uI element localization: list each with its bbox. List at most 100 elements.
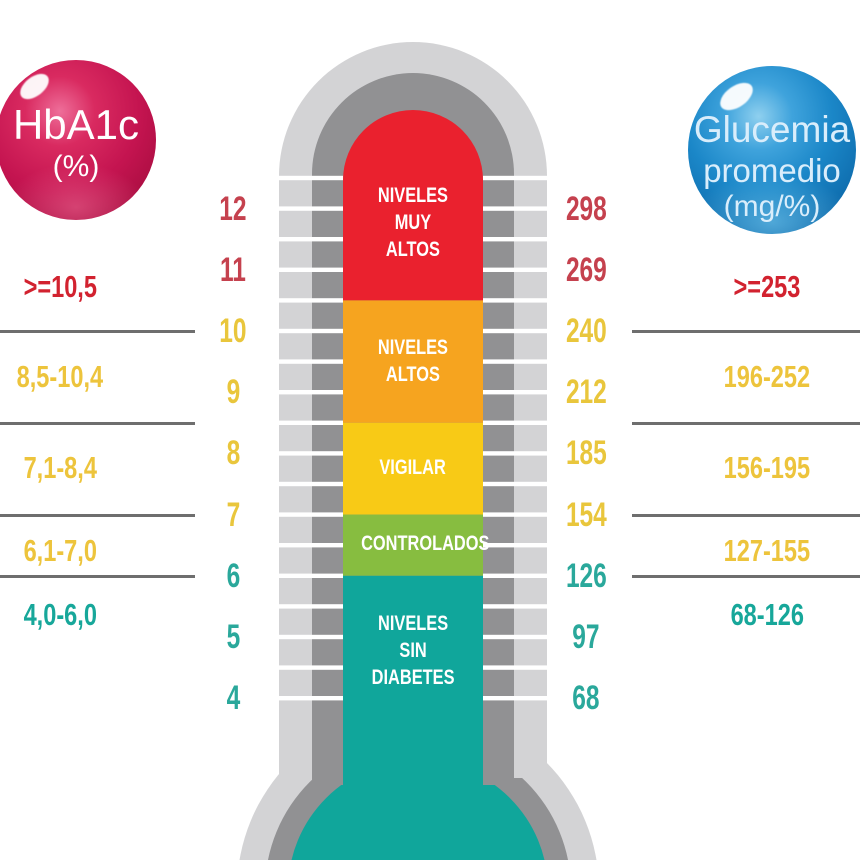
tick-mark [483,451,547,456]
hba1c-scale-value: 8 [193,434,273,472]
glucose-scale-value: 185 [546,434,626,472]
tick-mark [279,206,343,211]
tick-mark [279,604,343,609]
tick-mark [483,543,547,548]
hba1c-scale-value: 7 [193,496,273,534]
tick-mark [279,696,343,701]
hba1c-scale-value-text: 12 [219,189,247,228]
tick-mark [279,573,343,578]
tick-mark [483,420,547,425]
tick-mark [279,512,343,517]
hba1c-range: 7,1-8,4 [0,450,160,486]
glucose-scale-value-text: 154 [565,495,607,534]
glucose-scale-value-text: 298 [565,189,607,228]
zone-label-text: NIVELES SIN DIABETES [371,611,455,689]
tick-mark [279,481,343,487]
hba1c-range-text: 7,1-8,4 [23,450,97,485]
glucemia-subtitle: promedio [703,152,841,189]
hba1c-range: >=10,5 [0,269,160,305]
glucose-scale-value: 269 [546,251,626,289]
hba1c-bubble: HbA1c (%) [0,60,156,220]
zone-niveles-altos [343,300,483,423]
zone-niveles-muy-altos [343,110,483,301]
hba1c-scale-value: 10 [193,312,273,350]
hba1c-range-text: 8,5-10,4 [16,359,104,394]
tick-mark [279,390,343,395]
glucose-range: >=253 [667,269,860,305]
tick-mark [279,543,343,548]
zone-label-text: VIGILAR [379,455,447,479]
separator-line [632,574,860,578]
hba1c-scale-value: 11 [193,251,273,289]
glucose-scale-value: 240 [546,312,626,350]
hba1c-title: HbA1c [12,101,140,148]
tick-mark [279,175,343,181]
tick-mark [279,420,343,425]
hba1c-scale-value-text: 4 [226,679,240,718]
tick-mark [483,390,547,395]
hba1c-scale-value: 6 [193,557,273,595]
separator-line [0,421,195,425]
zone-vigilar [343,422,483,515]
hba1c-scale-value-text: 7 [226,495,240,534]
hba1c-scale-value-text: 11 [220,250,246,289]
zone-label: NIVELES MUY ALTOS [343,182,483,263]
tick-mark [279,267,343,272]
tick-mark [483,237,547,242]
glucose-scale-value-text: 185 [565,434,607,473]
tick-mark [483,696,547,701]
zone-label-text: NIVELES MUY ALTOS [377,183,449,261]
zone-stack [343,110,483,795]
zone-label: NIVELES ALTOS [343,334,483,388]
separator-line [0,513,195,517]
glucose-range-text: 156-195 [723,450,811,485]
separator-line [632,329,860,333]
glucose-scale-value: 126 [546,557,626,595]
hba1c-range-text: >=10,5 [23,269,97,304]
glucose-scale-value-text: 212 [565,373,607,412]
glucose-scale-value: 212 [546,373,626,411]
glucose-scale-value: 68 [546,679,626,717]
tick-mark [483,206,547,211]
tick-mark [483,481,547,487]
glucose-range-text: 196-252 [723,359,811,394]
hba1c-range: 6,1-7,0 [0,533,160,569]
hba1c-scale-value-text: 6 [226,556,240,595]
zone-label: VIGILAR [343,454,483,481]
tick-marks [279,175,547,701]
zone-niveles-sin-diabetes [343,575,483,795]
tick-mark [279,451,343,456]
hba1c-range-text: 4,0-6,0 [23,597,97,632]
hba1c-scale-value: 4 [193,679,273,717]
tick-mark [483,665,547,670]
separator-line [632,513,860,517]
hba1c-scale-value-text: 10 [219,312,247,350]
hba1c-range: 8,5-10,4 [0,359,160,395]
hba1c-scale-value: 12 [193,190,273,228]
hba1c-scale-value: 9 [193,373,273,411]
tick-mark [279,237,343,242]
hba1c-scale-value-text: 9 [226,373,240,412]
glucemia-bubble: Glucemia promedio (mg/%) [688,66,856,234]
tick-mark [483,298,547,303]
glucose-scale-value-text: 97 [572,618,600,656]
tick-mark [483,634,547,640]
tick-mark [279,665,343,670]
glucose-scale-value: 298 [546,190,626,228]
hba1c-scale-value: 5 [193,618,273,656]
tick-mark [483,512,547,517]
glucose-scale-value-text: 269 [565,250,607,289]
zone-label: NIVELES SIN DIABETES [343,610,483,691]
glucose-range-text: 127-155 [723,533,811,568]
glucose-range-text: >=253 [733,269,801,304]
hba1c-scale-value-text: 5 [226,618,240,656]
hba1c-range-text: 6,1-7,0 [23,533,97,568]
glucose-range-text: 68-126 [730,597,804,632]
hba1c-scale-value-text: 8 [226,434,240,473]
glucemia-title: Glucemia [693,109,851,150]
separator-line [632,421,860,425]
zone-label-text: NIVELES ALTOS [377,336,449,386]
glucemia-unit: (mg/%) [723,190,821,223]
